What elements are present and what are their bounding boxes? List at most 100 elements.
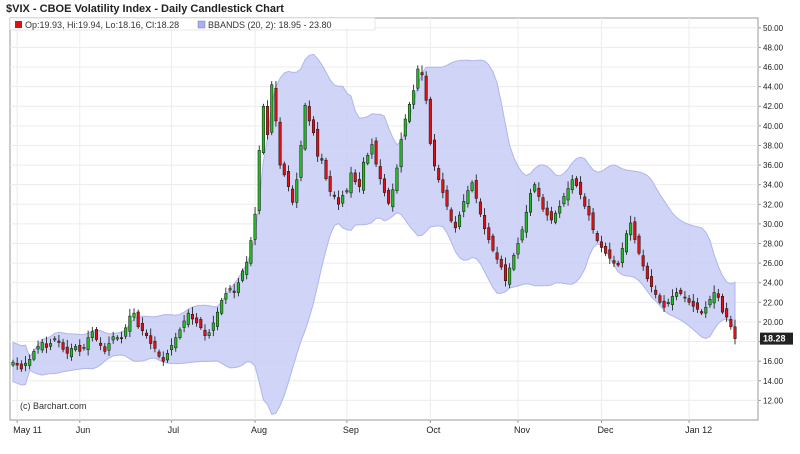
last-price-marker: 18.28: [760, 332, 793, 345]
candle-body: [516, 243, 520, 255]
candle-body: [53, 338, 57, 341]
candle-body: [503, 264, 507, 282]
legend-bbands-label: BBANDS (20, 2): 18.95 - 23.80: [208, 20, 332, 30]
candle-body: [587, 206, 591, 216]
candle-body: [650, 276, 654, 287]
candle-body: [157, 351, 161, 357]
candle-body: [136, 311, 140, 328]
candle-body: [207, 332, 211, 336]
candle-body: [658, 295, 662, 303]
candle-body: [195, 317, 199, 324]
candle-body: [633, 221, 637, 240]
candle-body: [437, 168, 441, 181]
candle-body: [566, 188, 570, 201]
candle-body: [19, 363, 23, 370]
candle-body: [362, 161, 366, 191]
candle-body: [445, 189, 449, 207]
y-tick-label: 50.00: [763, 24, 784, 33]
y-tick-label: 48.00: [763, 43, 784, 52]
candle-body: [595, 233, 599, 241]
candle-body: [40, 342, 44, 351]
candle-body: [470, 182, 474, 191]
candle-body: [562, 196, 566, 205]
candle-body: [387, 189, 391, 204]
candle-body: [253, 213, 257, 240]
x-tick-label: Nov: [514, 425, 531, 435]
candle-body: [545, 207, 549, 216]
candle-body: [140, 323, 144, 332]
candle-body: [128, 315, 132, 332]
candle-body: [637, 235, 641, 254]
candle-body: [291, 188, 295, 203]
legend-swatch-bbands: [197, 20, 206, 29]
candle-body: [599, 241, 603, 248]
candle-body: [433, 139, 437, 167]
candle-body: [337, 197, 341, 205]
candle-body: [424, 75, 428, 101]
candle-body: [124, 327, 128, 337]
candle-body: [307, 106, 311, 122]
candle-body: [332, 194, 336, 197]
candle-body: [687, 298, 691, 303]
candle-body: [90, 331, 94, 338]
candle-body: [604, 246, 608, 254]
candle-body: [399, 139, 403, 168]
candle-body: [28, 358, 32, 366]
candle-body: [282, 163, 286, 176]
candle-body: [708, 299, 712, 306]
y-tick-label: 38.00: [763, 141, 784, 150]
candle-body: [316, 128, 320, 157]
candle-body: [278, 121, 282, 166]
candle-body: [15, 363, 19, 366]
candle-body: [149, 335, 153, 344]
y-tick-label: 26.00: [763, 259, 784, 268]
candle-body: [720, 296, 724, 313]
candle-body: [391, 189, 395, 208]
candle-body: [395, 167, 399, 192]
candle-body: [520, 229, 524, 241]
candle-body: [733, 326, 737, 339]
candle-body: [270, 84, 274, 133]
x-tick-label: Jul: [168, 425, 180, 435]
chart-title: $VIX - CBOE Volatility Index - Daily Can…: [6, 3, 284, 15]
y-tick-label: 14.00: [763, 377, 784, 386]
candle-body: [328, 176, 332, 192]
x-tick-label: Jan 12: [685, 425, 712, 435]
x-axis: May 11 Jun Jul Aug Sep Oct Nov Dec Jan 12: [13, 420, 712, 435]
candle-body: [249, 240, 253, 264]
candle-body: [295, 179, 299, 203]
x-tick-label: Aug: [251, 425, 267, 435]
candle-body: [608, 249, 612, 259]
candle-body: [487, 227, 491, 240]
y-tick-label: 24.00: [763, 279, 784, 288]
candle-body: [403, 118, 407, 137]
candle-body: [178, 329, 182, 338]
candle-body: [44, 343, 48, 348]
candle-body: [716, 293, 720, 298]
candle-body: [94, 329, 98, 340]
candle-body: [11, 361, 15, 366]
candle-body: [324, 159, 328, 180]
candle-body: [78, 345, 82, 352]
candle-body: [115, 337, 119, 340]
candle-body: [320, 158, 324, 161]
candle-body: [74, 346, 78, 350]
y-tick-label: 32.00: [763, 200, 784, 209]
candle-body: [629, 222, 633, 236]
credit-text: (c) Barchart.com: [20, 401, 87, 411]
candle-body: [641, 255, 645, 267]
candle-body: [61, 342, 65, 350]
candle-body: [286, 171, 290, 187]
candle-body: [645, 265, 649, 280]
candle-body: [458, 214, 462, 227]
candle-body: [170, 345, 174, 351]
candle-body: [49, 343, 53, 347]
y-tick-label: 12.00: [763, 396, 784, 405]
candle-body: [65, 346, 69, 354]
candle-body: [529, 193, 533, 213]
candle-body: [666, 302, 670, 304]
candle-body: [353, 172, 357, 182]
candle-body: [366, 155, 370, 164]
candle-body: [220, 300, 224, 314]
